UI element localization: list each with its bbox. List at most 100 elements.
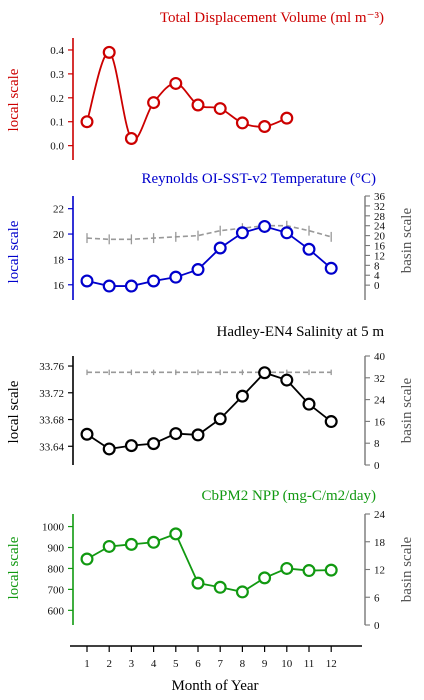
data-point [124,439,138,453]
left-tick-label: 0.4 [50,45,64,57]
chart-title: Hadley-EN4 Salinity at 5 m [217,324,385,340]
data-point [302,397,316,411]
right-tick-label: 12 [374,565,385,577]
left-tick-label: 22 [53,204,64,216]
data-point [258,366,272,380]
right-tick-label: 32 [374,201,385,213]
right-axis-label: basin scale [399,377,415,443]
left-tick-label: 600 [48,605,65,617]
data-point [80,552,94,566]
data-point [191,576,205,590]
right-tick-label: 16 [374,416,386,428]
x-tick-label: 4 [151,658,157,670]
data-point [169,76,183,90]
chart-title: CbPM2 NPP (mg-C/m2/day) [202,488,376,504]
x-tick-label: 1 [84,658,90,670]
data-point [258,120,272,134]
left-tick-label: 33.68 [39,415,64,427]
left-tick-label: 1000 [42,522,65,534]
right-tick-label: 40 [374,351,386,363]
data-point [213,102,227,116]
left-tick-label: 18 [53,254,65,266]
right-tick-label: 32 [374,373,385,385]
data-point [124,131,138,145]
local-series-line [86,371,332,450]
right-tick-label: 16 [374,241,386,253]
data-point [302,242,316,256]
data-point [169,527,183,541]
right-axis-label: basin scale [399,208,415,274]
x-tick-label: 12 [326,658,337,670]
data-point [235,116,249,130]
data-point [280,111,294,125]
left-tick-label: 700 [48,584,65,596]
x-tick-label: 5 [173,658,179,670]
data-point [302,564,316,578]
data-point [169,427,183,441]
data-point [213,412,227,426]
data-point [235,389,249,403]
data-point [280,373,294,387]
left-tick-label: 33.64 [39,441,64,453]
x-tick-label: 3 [129,658,135,670]
data-point [102,442,116,456]
data-point [124,537,138,551]
data-point [147,96,161,110]
data-point [102,279,116,293]
data-point [191,263,205,277]
left-tick-label: 16 [53,280,65,292]
right-tick-label: 20 [374,231,386,243]
data-point [147,274,161,288]
data-point [235,585,249,599]
left-axis-label: local scale [6,220,22,283]
right-tick-label: 0 [374,460,380,472]
data-point [324,261,338,275]
data-point [191,98,205,112]
right-tick-label: 12 [374,250,385,262]
x-tick-label: 9 [262,658,268,670]
data-point [213,580,227,594]
data-point [102,539,116,553]
data-point [280,226,294,240]
right-tick-label: 8 [374,260,380,272]
right-axis-label: basin scale [399,536,415,602]
left-axis-label: local scale [6,68,22,131]
chart-title: Total Displacement Volume (ml m⁻³) [160,10,384,26]
left-tick-label: 800 [48,563,65,575]
x-tick-label: 6 [195,658,201,670]
data-point [258,571,272,585]
left-tick-label: 20 [53,229,65,241]
data-point [102,45,116,59]
x-axis-label: Month of Year [171,678,258,694]
x-tick-label: 7 [217,658,223,670]
right-tick-label: 6 [374,592,380,604]
right-tick-label: 28 [374,211,386,223]
data-point [80,274,94,288]
left-axis-label: local scale [6,380,22,443]
data-point [191,428,205,442]
right-tick-label: 8 [374,438,380,450]
local-series-line [86,532,332,593]
left-tick-label: 0.0 [50,141,64,153]
x-tick-label: 2 [106,658,112,670]
x-tick-label: 8 [240,658,246,670]
x-tick-label: 10 [281,658,293,670]
right-tick-label: 24 [374,221,386,233]
basin-series-line [86,224,332,241]
left-tick-label: 0.1 [50,117,64,129]
right-tick-label: 24 [374,395,386,407]
left-tick-label: 0.3 [50,69,64,81]
data-point [258,219,272,233]
left-tick-label: 33.76 [39,361,64,373]
local-series-line [86,225,332,287]
right-tick-label: 18 [374,537,386,549]
right-tick-label: 0 [374,280,380,292]
local-series-line [86,51,288,141]
data-point [80,427,94,441]
left-tick-label: 33.72 [39,388,64,400]
right-tick-label: 24 [374,509,386,521]
left-tick-label: 900 [48,543,65,555]
right-tick-label: 36 [374,191,386,203]
left-tick-label: 0.2 [50,93,64,105]
